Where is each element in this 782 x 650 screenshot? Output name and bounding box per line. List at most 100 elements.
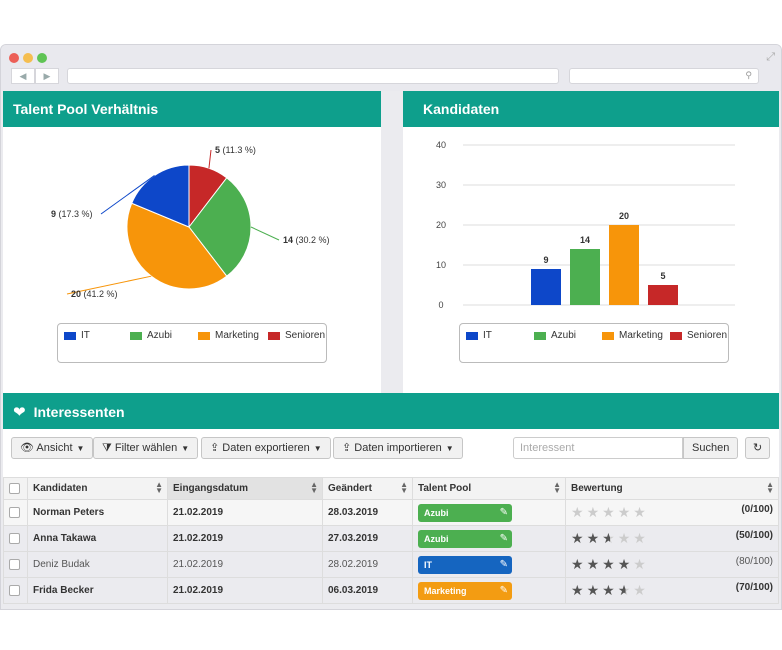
maximize-dot[interactable] [37,53,47,63]
score-value: (50/100) [735,530,773,541]
row-checkbox[interactable] [9,584,20,596]
pencil-icon[interactable]: ✎ [499,532,508,544]
resize-icon[interactable]: ⤢ [766,51,775,63]
sort-icon[interactable]: ▲ ▼ [400,480,408,495]
browser-search-bar[interactable]: ⚲ [569,68,759,84]
star-icon[interactable]: ★ [617,582,634,598]
star-icon[interactable]: ★ [586,556,603,572]
talent-pool-title: Talent Pool Verhältnis [3,91,381,127]
select-all-checkbox[interactable] [9,482,20,494]
legend-azubi[interactable]: Azubi [534,330,576,341]
star-icon[interactable]: ★ [586,504,603,520]
talent-pool-badge[interactable]: Azubi ✎ [418,529,512,548]
star-rating[interactable]: ★★★★★ [571,504,649,521]
export-button[interactable]: ⇪ Daten exportieren ▼ [201,437,331,459]
star-icon[interactable]: ★ [602,556,618,572]
star-icon[interactable]: ★ [633,530,649,546]
star-icon[interactable]: ★ [633,556,649,572]
legend-it[interactable]: IT [64,330,90,341]
select-all-header[interactable] [3,477,28,500]
legend-marketing[interactable]: Marketing [198,330,259,341]
bar-value-label: 14 [580,235,590,245]
upload-icon: ⇪ [342,442,352,454]
talent-pool-badge[interactable]: Marketing ✎ [418,581,512,600]
sort-icon[interactable]: ▲ ▼ [155,480,163,495]
pencil-icon[interactable]: ✎ [499,558,508,570]
star-icon[interactable]: ★ [586,530,603,546]
bewertung-cell: ★★★★★ (80/100) [565,551,779,578]
star-icon[interactable]: ★ [586,582,603,598]
col-eingangsdatum[interactable]: Eingangsdatum ▲ ▼ [167,477,323,500]
pencil-icon[interactable]: ✎ [499,506,508,518]
star-icon[interactable]: ★ [571,556,587,572]
legend-senioren[interactable]: Senioren [268,330,325,341]
row-checkbox[interactable] [9,558,20,570]
star-rating[interactable]: ★★★★★ [571,556,649,573]
ansicht-button[interactable]: 👁 Ansicht ▼ [11,437,94,459]
col-kandidaten[interactable]: Kandidaten ▲ ▼ [27,477,168,500]
star-icon[interactable]: ★ [617,556,634,572]
browser-titlebar: ⤢ ◀ ▶ ⚲ [1,45,781,91]
star-icon[interactable]: ★ [602,582,618,598]
pie-slice-marketing[interactable] [126,202,228,290]
y-tick-label: 10 [436,260,446,270]
filter-button[interactable]: ⧩ Filter wählen ▼ [93,437,199,459]
kandidaten-title: Kandidaten [403,91,779,127]
browser-window: ⤢ ◀ ▶ ⚲ Talent Pool Verhältnis 5 (11.3 %… [0,44,782,610]
table-row[interactable]: Deniz Budak 21.02.2019 28.02.2019 IT ✎ ★★★★★(… [3,551,779,578]
bar-it[interactable] [531,269,561,305]
bar-marketing[interactable] [609,225,639,305]
forward-button[interactable]: ▶ [35,68,59,84]
legend-senioren[interactable]: Senioren [670,330,727,341]
col-bewertung[interactable]: Bewertung ▲ ▼ [565,477,779,500]
star-icon[interactable]: ★ [571,530,587,546]
score-value: (70/100) [735,582,773,593]
col-talent-pool[interactable]: Talent Pool ▲ ▼ [412,477,566,500]
talent-pool-badge[interactable]: Azubi ✎ [418,503,512,522]
talent-pool-badge[interactable]: IT ✎ [418,555,512,574]
pie-chart: 5 (11.3 %) 14 (30.2 %) 20 (41.2 %) 9 (17.3 … [51,145,330,299]
search-button[interactable]: Suchen [683,437,739,459]
bar-senioren[interactable] [648,285,678,305]
bar-value-label: 5 [660,271,665,281]
eingangsdatum-cell: 21.02.2019 [167,525,323,552]
legend-it[interactable]: IT [466,330,492,341]
address-bar[interactable] [67,68,559,84]
table-row[interactable]: Norman Peters 21.02.2019 28.03.2019 Azubi ✎ ★… [3,499,779,526]
star-icon[interactable]: ★ [617,504,634,520]
star-icon[interactable]: ★ [617,530,634,546]
row-checkbox[interactable] [9,506,20,518]
col-geaendert[interactable]: Geändert ▲ ▼ [322,477,413,500]
y-tick-label: 20 [436,220,446,230]
search-input[interactable]: Interessent [513,437,683,459]
star-icon[interactable]: ★ [571,582,587,598]
sort-icon[interactable]: ▲ ▼ [553,480,561,495]
table-row[interactable]: Anna Takawa 21.02.2019 27.03.2019 Azubi ✎ ★★★… [3,525,779,552]
talent-pool-cell: Azubi ✎ [412,525,566,552]
sort-icon[interactable]: ▲ ▼ [766,480,774,495]
candidate-name: Norman Peters [27,499,168,526]
legend-marketing[interactable]: Marketing [602,330,663,341]
close-dot[interactable] [9,53,19,63]
refresh-button[interactable]: ↻ [745,437,771,459]
bar-legend: IT Azubi Marketing Senioren [459,323,729,363]
star-icon[interactable]: ★ [602,530,618,546]
import-button[interactable]: ⇪ Daten importieren ▼ [333,437,463,459]
star-icon[interactable]: ★ [571,504,587,520]
star-rating[interactable]: ★★★★★ [571,582,649,599]
pie-slice-azubi[interactable] [188,177,252,277]
back-button[interactable]: ◀ [11,68,35,84]
table-row[interactable]: Frida Becker 21.02.2019 06.03.2019 Marketin… [3,577,779,604]
row-checkbox[interactable] [9,532,20,544]
star-rating[interactable]: ★★★★★ [571,530,649,547]
pencil-icon[interactable]: ✎ [499,584,508,596]
sort-icon[interactable]: ▲ ▼ [310,480,318,495]
star-icon[interactable]: ★ [633,582,649,598]
bar-azubi[interactable] [570,249,600,305]
legend-azubi[interactable]: Azubi [130,330,172,341]
minimize-dot[interactable] [23,53,33,63]
pie-label-line [208,149,212,169]
star-icon[interactable]: ★ [602,504,618,520]
star-icon[interactable]: ★ [633,504,649,520]
bar-chart: 0 10 20 30 40 9 14 20 5 [436,140,735,310]
